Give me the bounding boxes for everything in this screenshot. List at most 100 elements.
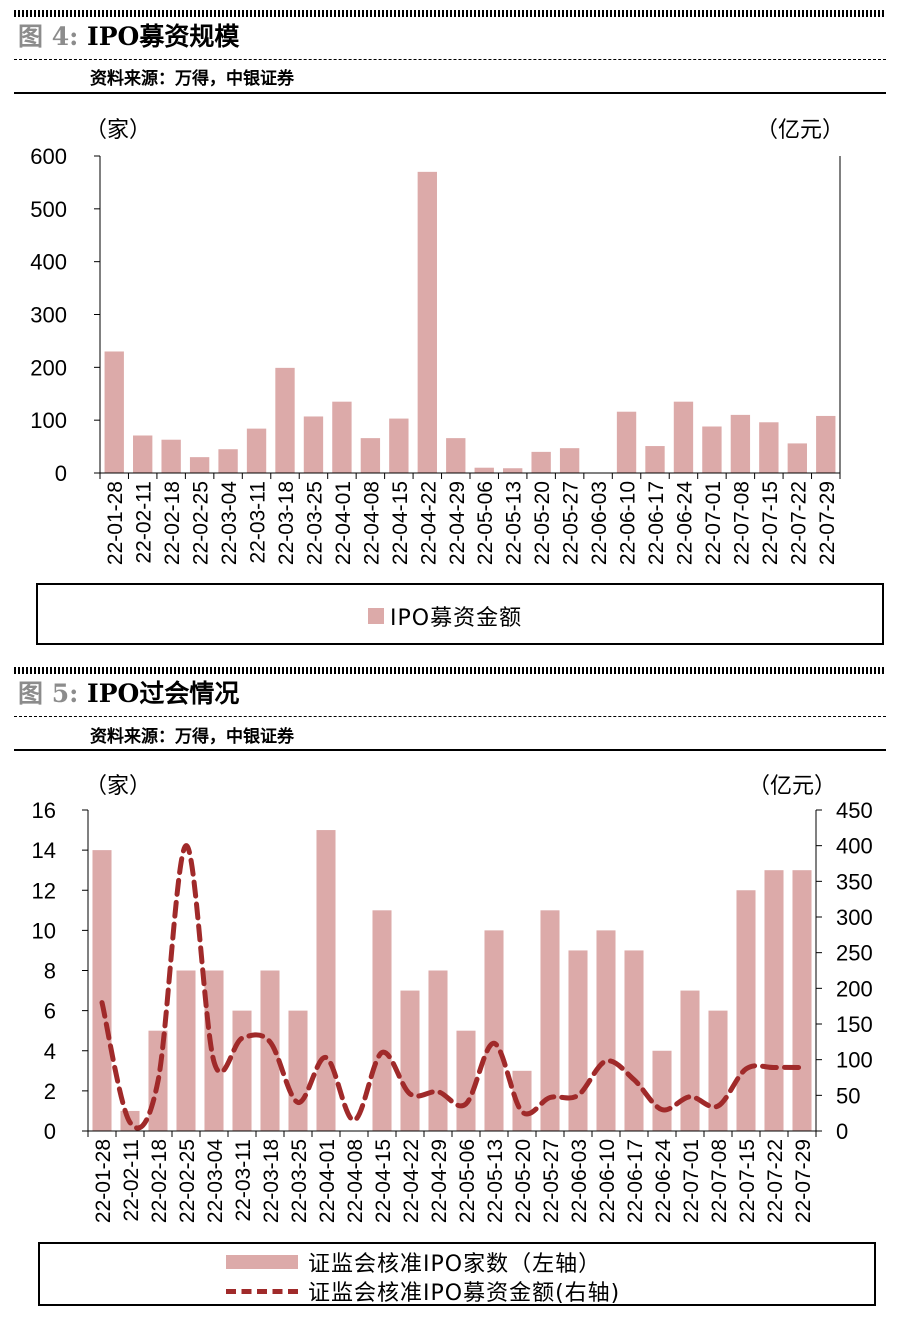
x-tick-label: 22-06-17 (645, 481, 668, 565)
x-tick-label: 22-07-01 (702, 481, 725, 565)
x-tick-label: 22-04-08 (344, 1139, 367, 1223)
x-tick-label: 22-04-01 (332, 481, 355, 565)
x-tick-label: 22-07-15 (759, 481, 782, 565)
x-tick-label: 22-03-04 (218, 481, 241, 565)
bar (474, 467, 494, 473)
bar (446, 438, 466, 473)
bar (316, 830, 336, 1131)
bar (104, 351, 124, 473)
x-tick-label: 22-06-24 (673, 481, 696, 565)
figure-5-title: 图 5: IPO过会情况 (18, 679, 239, 709)
bar (260, 970, 280, 1131)
y-tick-label: 500 (30, 197, 67, 222)
legend-bar-swatch (368, 608, 384, 624)
x-tick-label: 22-06-03 (568, 1139, 591, 1223)
bar (204, 970, 224, 1131)
x-tick-label: 22-07-29 (816, 481, 839, 565)
x-tick-label: 22-06-10 (617, 481, 640, 565)
x-tick-label: 22-07-01 (680, 1139, 703, 1223)
bar (503, 468, 523, 473)
bar (816, 415, 836, 473)
bar (176, 970, 196, 1131)
x-tick-label: 22-05-20 (512, 1139, 535, 1223)
y-tick-label: 200 (30, 355, 67, 380)
bar (246, 428, 267, 473)
x-tick-label: 22-07-22 (764, 1139, 787, 1223)
legend-bar-swatch (226, 1255, 298, 1269)
header-tick-rule (14, 667, 886, 674)
figure-5-title-text: IPO过会情况 (87, 679, 240, 708)
bar (484, 930, 504, 1131)
left-unit-label: （家） (85, 773, 151, 798)
x-tick-label: 22-03-11 (247, 481, 270, 564)
x-tick-label: 22-03-18 (275, 481, 298, 565)
bar (389, 418, 409, 473)
x-tick-label: 22-05-06 (456, 1139, 479, 1223)
bar (360, 438, 381, 473)
y-tick-label-right: 200 (836, 976, 873, 1001)
x-tick-label: 22-05-27 (560, 481, 583, 565)
legend-line-label: 证监会核准IPO募资金额(右轴) (308, 1281, 621, 1306)
y-tick-label-right: 150 (836, 1012, 873, 1037)
x-tick-label: 22-07-08 (730, 481, 753, 565)
bar (133, 435, 153, 473)
y-tick-label: 4 (44, 1039, 56, 1064)
bar (456, 1030, 476, 1131)
x-tick-label: 22-02-25 (190, 481, 213, 565)
legend-bar-label: 证监会核准IPO家数（左轴） (308, 1252, 602, 1277)
x-tick-label: 22-05-06 (474, 481, 497, 565)
legend-item-ipo-amount: IPO募资金额 (368, 600, 522, 632)
x-tick-label: 22-07-08 (708, 1139, 731, 1223)
y-tick-label-right: 300 (836, 905, 873, 930)
x-tick-label: 22-03-18 (260, 1139, 283, 1223)
x-tick-label: 22-04-15 (389, 481, 412, 565)
legend-label: IPO募资金额 (390, 606, 523, 631)
x-tick-label: 22-05-27 (540, 1139, 563, 1223)
bar (275, 367, 295, 473)
bar (218, 449, 238, 473)
title-divider (14, 716, 886, 717)
y-tick-label-right: 250 (836, 941, 873, 966)
figure-5-chart: （家） （亿元） 0 2 4 6 8 10 12 14 16 0 50 100 150 200 250 30… (32, 773, 873, 1223)
x-tick-label: 22-02-11 (133, 481, 156, 564)
figure-4-label: 图 4: (18, 22, 79, 51)
bar (645, 446, 665, 473)
y-tick-label-right: 50 (836, 1083, 860, 1108)
x-tick-label: 22-06-24 (652, 1139, 675, 1223)
amount-line (99, 843, 805, 1131)
source-divider (14, 749, 886, 751)
bar (616, 411, 637, 473)
x-tick-label: 22-01-28 (92, 1139, 115, 1223)
bar (787, 443, 807, 473)
x-tick-label: 22-04-22 (400, 1139, 423, 1223)
figure-5-label: 图 5: (18, 679, 79, 708)
bar (161, 439, 181, 473)
bar (232, 1010, 252, 1131)
bar (92, 850, 112, 1131)
title-divider (14, 59, 886, 60)
bar (372, 910, 392, 1131)
figure-5-source: 资料来源：万得，中银证券 (90, 727, 294, 747)
bar (702, 426, 722, 473)
bar (531, 451, 551, 473)
y-tick-label: 0 (55, 461, 67, 486)
x-tick-label: 22-02-25 (176, 1139, 199, 1223)
y-tick-label-right: 450 (836, 798, 873, 823)
bar (189, 457, 210, 473)
figure-5-legend: 证监会核准IPO家数（左轴） 证监会核准IPO募资金额(右轴) (38, 1242, 876, 1306)
x-tick-label: 22-03-25 (303, 481, 326, 565)
x-tick-label: 22-04-08 (360, 481, 383, 565)
y-tick-label: 10 (32, 918, 56, 943)
legend-item-ipo-count: 证监会核准IPO家数（左轴） (226, 1246, 601, 1278)
bar (596, 930, 616, 1131)
y-tick-label: 600 (30, 144, 67, 169)
y-tick-label: 16 (32, 798, 56, 823)
x-tick-label: 22-04-29 (446, 481, 469, 565)
bar (332, 401, 352, 473)
y-tick-label: 0 (44, 1119, 56, 1144)
left-unit-label: （家） (85, 117, 151, 142)
x-tick-label: 22-03-11 (232, 1139, 255, 1222)
bar (559, 448, 580, 473)
x-tick-label: 22-07-15 (736, 1139, 759, 1223)
y-tick-label: 400 (30, 250, 67, 275)
